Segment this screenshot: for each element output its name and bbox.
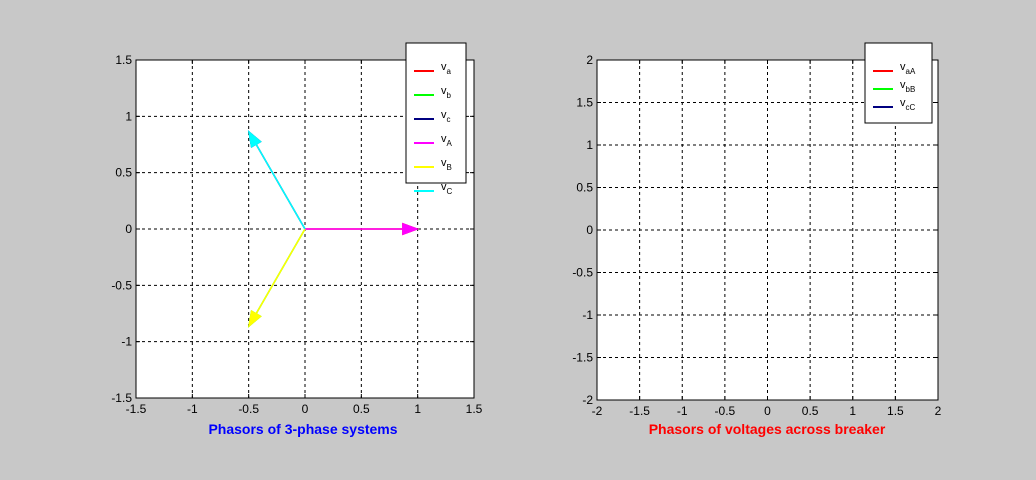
y-tick-label: -1.5 (572, 351, 593, 365)
legend-entry: vb (441, 85, 452, 100)
y-tick-label: -2 (582, 393, 593, 407)
legend-entry: va (441, 61, 452, 76)
x-tick-label: -1.5 (629, 404, 650, 418)
y-tick-labels: -1.5 -1 -0.5 0 0.5 1 1.5 (111, 53, 474, 405)
y-tick-label: -1.5 (111, 391, 132, 405)
x-tick-label: -1 (677, 404, 688, 418)
y-tick-label: -1 (582, 308, 593, 322)
y-tick-label: 1.5 (576, 96, 593, 110)
legend-entry: vA (441, 133, 453, 148)
x-tick-label: -2 (592, 404, 603, 418)
y-tick-label: 2 (586, 53, 593, 67)
x-tick-label: 1 (414, 402, 421, 416)
axes-3-phase-phasors: -1.5 -1 -0.5 0 0.5 1 1.5 -1.5 -1 -0.5 0 0.5 1 1.5 va… (111, 42, 483, 437)
y-tick-label: -0.5 (111, 278, 132, 292)
x-tick-label: -1 (187, 402, 198, 416)
y-tick-label: -1 (121, 335, 132, 349)
y-tick-label: 0 (586, 223, 593, 237)
axes-breaker-voltage-phasors: -2 -1.5 -1 -0.5 0 0.5 1 1.5 2 -2 -1.5 -1 -0.5 0 0.5 1 1… (572, 42, 942, 437)
x-tick-label: -1.5 (126, 402, 147, 416)
y-tick-label: 0.5 (115, 166, 132, 180)
plot-title: Phasors of 3-phase systems (208, 421, 397, 437)
x-tick-label: -0.5 (715, 404, 736, 418)
legend-entry: vc (441, 109, 451, 124)
plot-title: Phasors of voltages across breaker (649, 421, 886, 437)
axes-frame (135, 59, 475, 399)
legend-entry: vC (441, 181, 453, 196)
x-tick-label: 0 (764, 404, 771, 418)
x-tick-label: 0.5 (802, 404, 819, 418)
x-tick-label: 0 (302, 402, 309, 416)
phasor-vc-arrowhead (247, 130, 262, 148)
grid-lines (597, 60, 938, 400)
legend-entry: vB (441, 157, 452, 172)
y-tick-label: 1 (125, 109, 132, 123)
y-tick-label: -0.5 (572, 266, 593, 280)
y-tick-labels: -2 -1.5 -1 -0.5 0 0.5 1 1.5 2 (572, 53, 938, 407)
y-tick-label: 1 (586, 138, 593, 152)
legend: va vb vc vA vB vC (405, 42, 467, 196)
phasor-series (247, 130, 420, 328)
legend-box (864, 42, 933, 124)
x-tick-labels: -1.5 -1 -0.5 0 0.5 1 1.5 (126, 60, 483, 416)
phasor-vc (255, 144, 306, 230)
x-tick-label: 1.5 (887, 404, 904, 418)
legend-box (405, 42, 467, 184)
x-tick-label: 1.5 (466, 402, 483, 416)
axes-frame (596, 59, 939, 401)
x-tick-labels: -2 -1.5 -1 -0.5 0 0.5 1 1.5 2 (592, 60, 942, 418)
x-tick-label: -0.5 (238, 402, 259, 416)
phasor-vb (255, 228, 306, 314)
y-tick-label: 1.5 (115, 53, 132, 67)
phasor-vb-arrowhead (247, 310, 262, 328)
x-tick-label: 2 (935, 404, 942, 418)
x-tick-label: 1 (849, 404, 856, 418)
phasor-va-arrowhead (402, 222, 420, 236)
y-tick-label: 0 (125, 222, 132, 236)
y-tick-label: 0.5 (576, 181, 593, 195)
x-tick-label: 0.5 (353, 402, 370, 416)
